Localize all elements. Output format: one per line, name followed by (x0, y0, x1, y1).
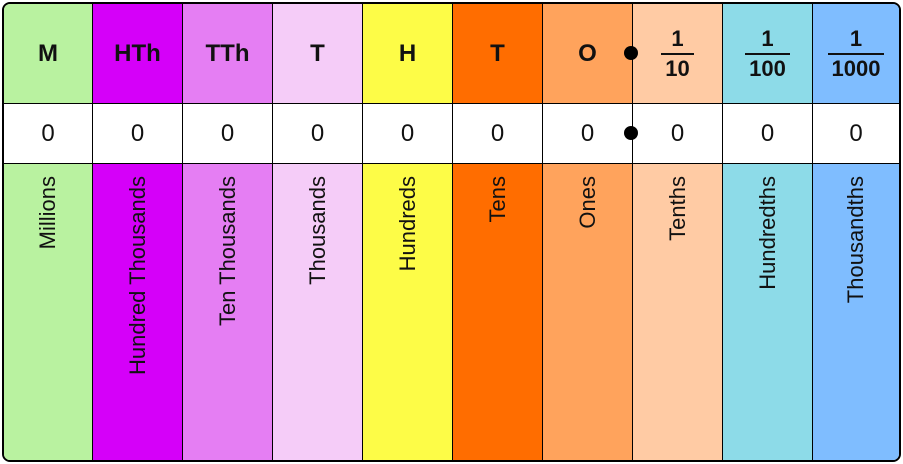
fraction-bar (661, 52, 694, 55)
decimal-point-marker (624, 126, 638, 140)
digit-cell: 0 (93, 104, 182, 164)
place-name: Ones (574, 176, 600, 229)
column-header: M (4, 4, 92, 104)
column-hundredths: 1 100 0 Hundredths (723, 4, 813, 460)
fraction-label: 1 10 (661, 26, 694, 81)
column-thousandths: 1 1000 0 Thousandths (813, 4, 899, 460)
column-hundreds: H 0 Hundreds (363, 4, 453, 460)
fraction-numerator: 1 (671, 26, 684, 52)
place-name-cell: Thousands (273, 164, 362, 460)
column-thousands: T 0 Thousands (273, 4, 363, 460)
column-header: 1 10 (633, 4, 722, 104)
column-header: HTh (93, 4, 182, 104)
column-millions: M 0 Millions (4, 4, 93, 460)
place-name: Tenths (664, 176, 690, 241)
place-name: Thousandths (843, 176, 868, 304)
decimal-point-marker (624, 46, 638, 60)
column-header: 1 100 (723, 4, 812, 104)
fraction-numerator: 1 (849, 26, 863, 52)
column-hundred-thousands: HTh 0 Hundred Thousands (93, 4, 183, 460)
digit-cell: 0 (363, 104, 452, 164)
fraction-denominator: 10 (665, 55, 690, 81)
digit-cell: 0 (543, 104, 632, 164)
column-header: 1 1000 (813, 4, 899, 104)
place-name-cell: Ones (543, 164, 632, 460)
column-header: T (453, 4, 542, 104)
digit-cell: 0 (4, 104, 92, 164)
place-name-cell: Thousandths (813, 164, 899, 460)
fraction-numerator: 1 (761, 26, 774, 52)
place-name: Hundreds (394, 176, 420, 272)
place-name-cell: Hundred Thousands (93, 164, 182, 460)
digit-cell: 0 (453, 104, 542, 164)
column-header: TTh (183, 4, 272, 104)
digit-cell: 0 (273, 104, 362, 164)
fraction-label: 1 1000 (827, 26, 885, 81)
place-name: Hundred Thousands (124, 176, 150, 375)
fraction-denominator: 100 (749, 55, 786, 81)
digit-cell: 0 (183, 104, 272, 164)
fraction-label: 1 100 (745, 26, 790, 81)
digit-cell: 0 (813, 104, 899, 164)
column-header: T (273, 4, 362, 104)
place-name: Hundredths (754, 176, 780, 290)
digit-cell: 0 (633, 104, 722, 164)
column-tenths: 1 10 0 Tenths (633, 4, 723, 460)
column-ten-thousands: TTh 0 Ten Thousands (183, 4, 273, 460)
place-name-cell: Tens (453, 164, 542, 460)
column-tens: T 0 Tens (453, 4, 543, 460)
place-name-cell: Ten Thousands (183, 164, 272, 460)
place-name: Millions (35, 176, 60, 250)
column-header: O (543, 4, 632, 104)
fraction-bar (745, 52, 790, 55)
digit-cell: 0 (723, 104, 812, 164)
place-name: Ten Thousands (214, 176, 240, 327)
place-name-cell: Millions (4, 164, 92, 460)
place-name: Thousands (304, 176, 330, 285)
fraction-denominator: 1000 (831, 55, 881, 81)
place-name-cell: Tenths (633, 164, 722, 460)
place-name: Tens (484, 176, 510, 223)
fraction-bar (827, 52, 885, 55)
column-ones: O 0 Ones (543, 4, 633, 460)
place-name-cell: Hundredths (723, 164, 812, 460)
column-header: H (363, 4, 452, 104)
place-name-cell: Hundreds (363, 164, 452, 460)
